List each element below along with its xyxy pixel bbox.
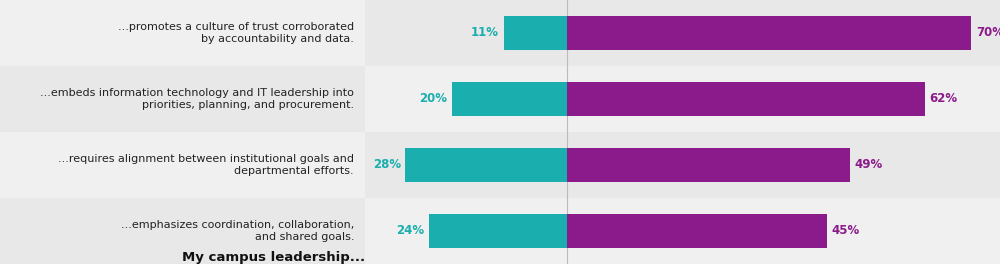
Bar [365,198,1000,264]
Bar [452,82,567,116]
Text: 24%: 24% [396,224,424,238]
Bar [0,66,365,132]
Bar [405,148,567,182]
Text: 28%: 28% [373,158,401,172]
Bar [428,214,567,248]
Text: ...requires alignment between institutional goals and
departmental efforts.: ...requires alignment between institutio… [58,154,354,176]
Text: ...embeds information technology and IT leadership into
priorities, planning, an: ...embeds information technology and IT … [40,88,354,110]
Text: ...emphasizes coordination, collaboration,
and shared goals.: ...emphasizes coordination, collaboratio… [121,220,354,242]
Bar [504,16,567,50]
Text: 11%: 11% [471,26,499,40]
Text: 70%: 70% [976,26,1000,40]
Bar [0,198,365,264]
Bar [567,148,850,182]
Text: 20%: 20% [419,92,447,106]
Text: ...promotes a culture of trust corroborated
by accountability and data.: ...promotes a culture of trust corrobora… [118,22,354,44]
Bar [0,0,365,66]
Text: My campus leadership...: My campus leadership... [182,251,365,264]
Text: 49%: 49% [855,158,883,172]
Bar [365,0,1000,66]
Bar [567,214,827,248]
Bar [567,82,925,116]
Text: 45%: 45% [831,224,860,238]
Bar [365,66,1000,132]
Bar [0,132,365,198]
Bar [365,132,1000,198]
Text: 62%: 62% [930,92,958,106]
Bar [567,16,971,50]
